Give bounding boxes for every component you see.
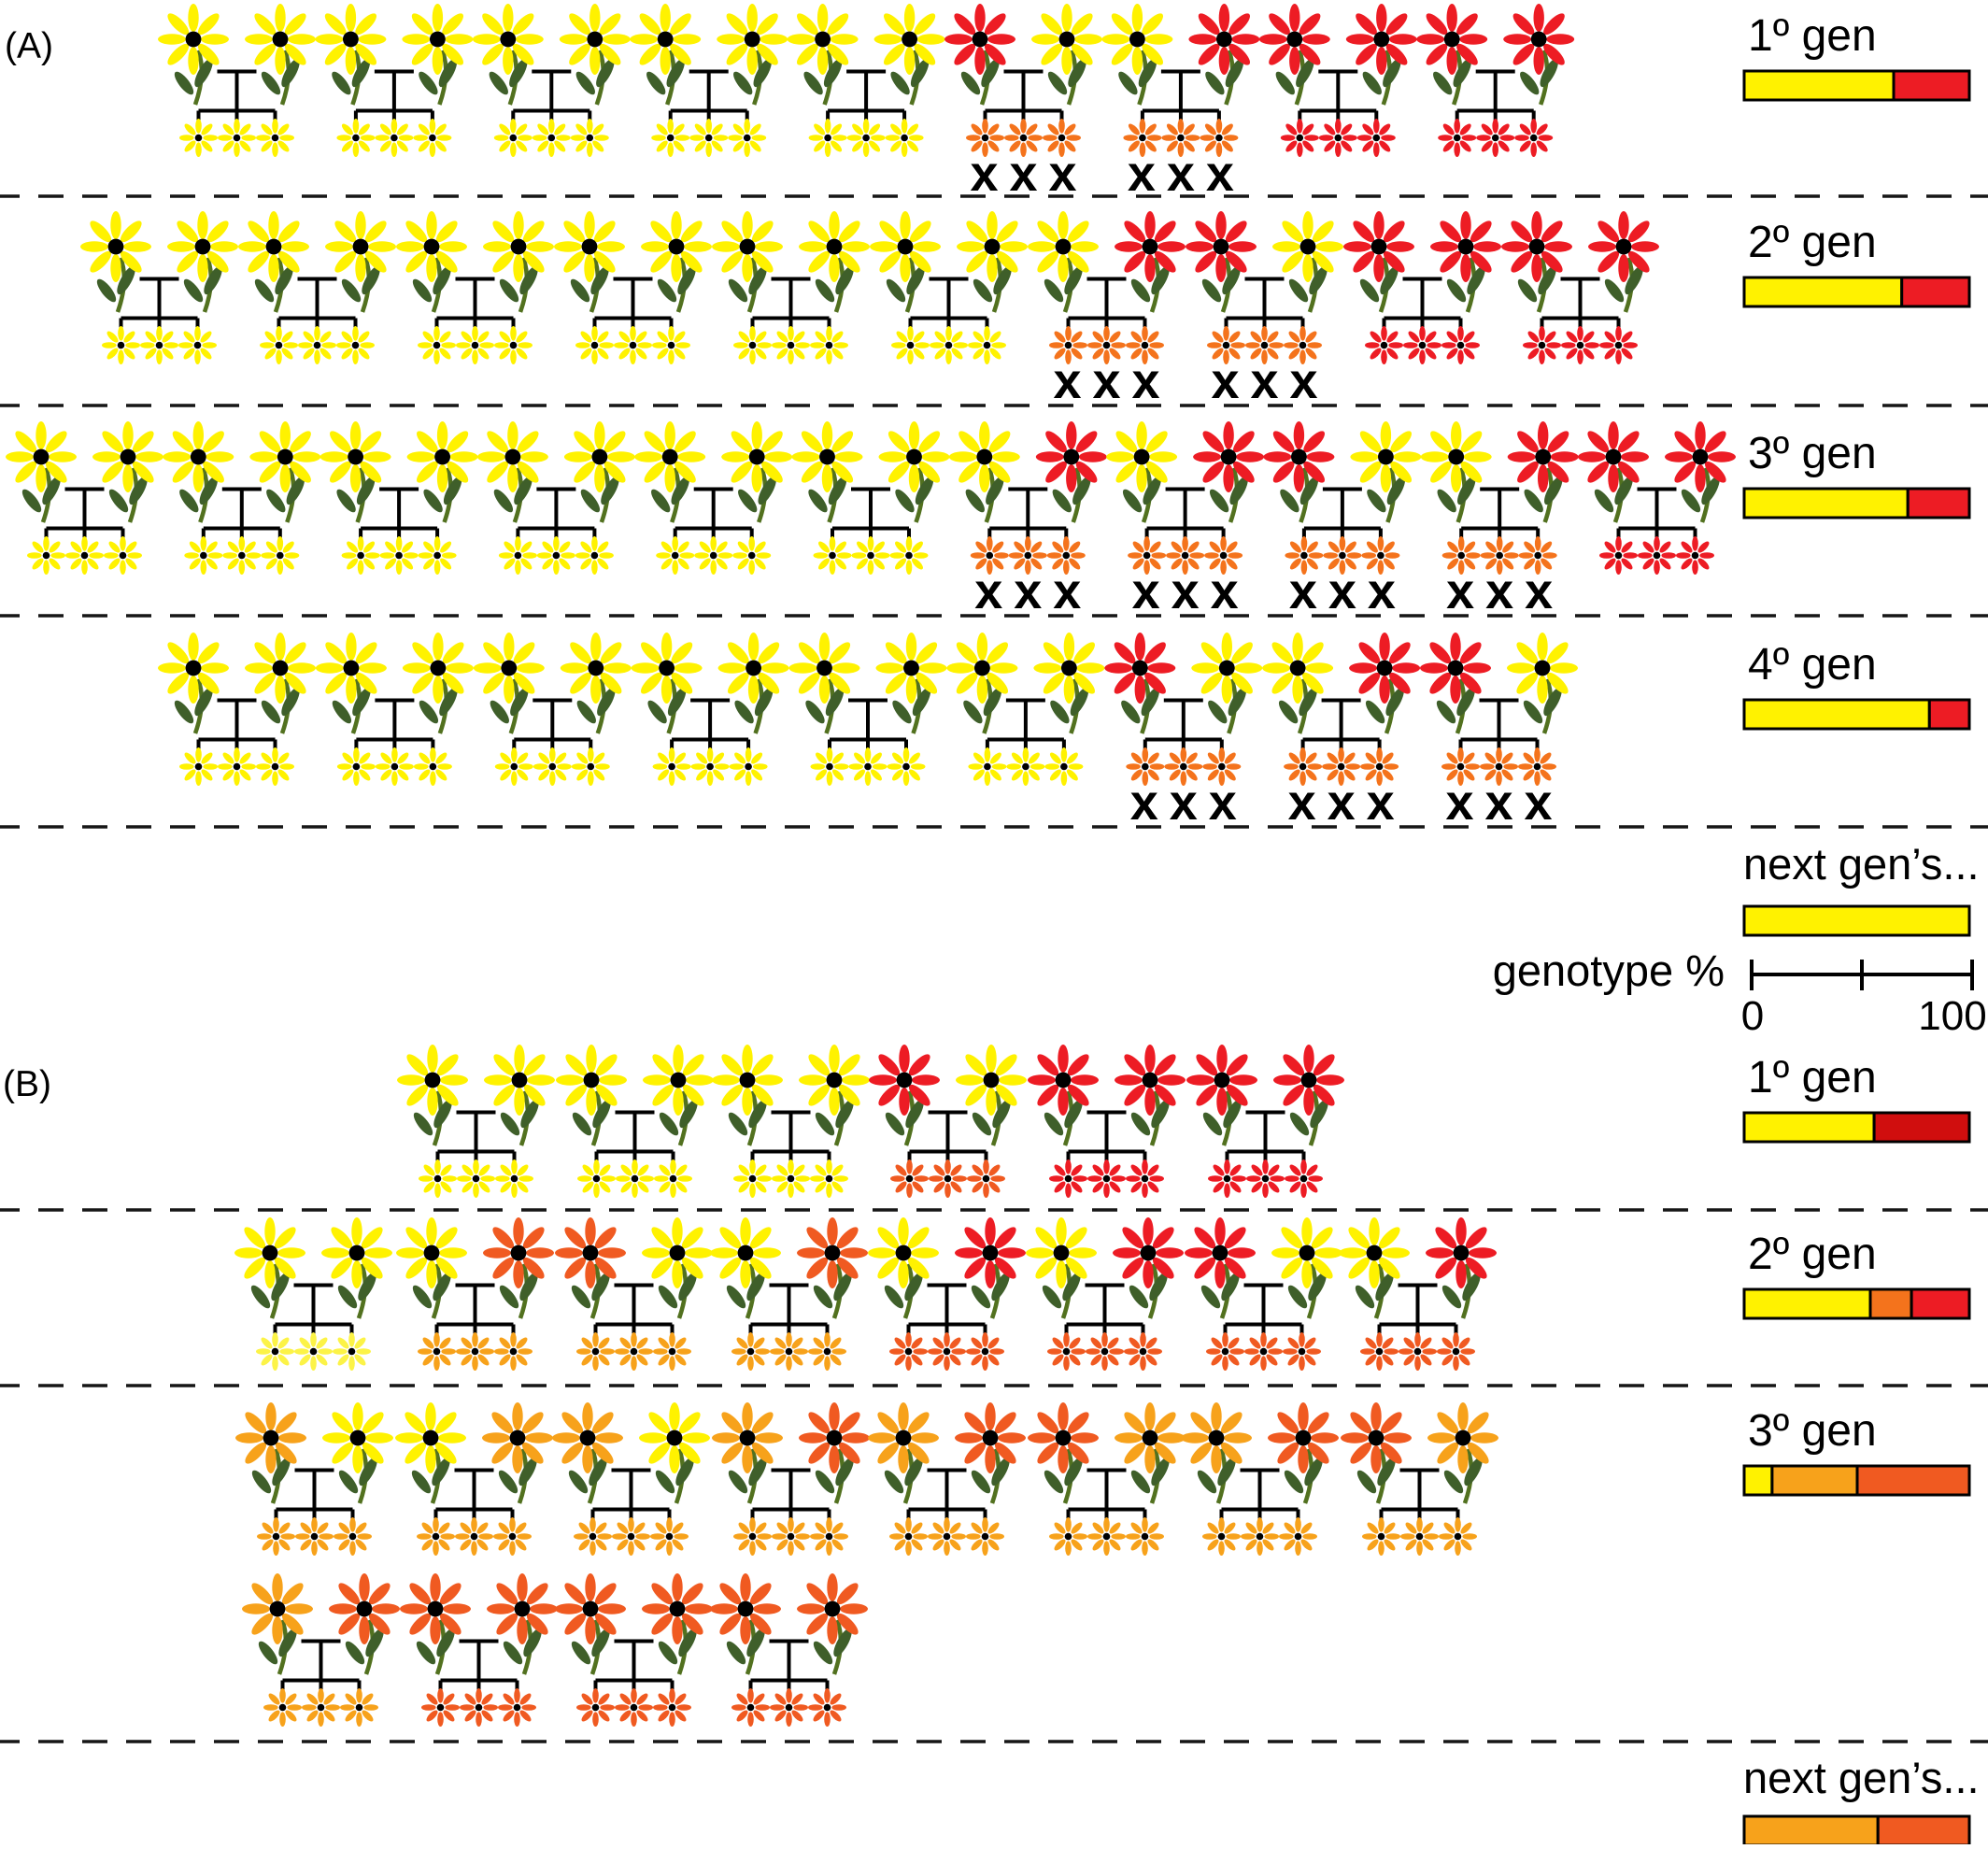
svg-text:(B): (B) (3, 1064, 51, 1104)
svg-text:xxx: xxx (970, 146, 1076, 202)
svg-text:xxx: xxx (1128, 146, 1234, 202)
svg-text:xxx: xxx (1289, 563, 1396, 619)
svg-text:xxx: xxx (1211, 353, 1317, 409)
svg-text:0: 0 (1741, 993, 1764, 1039)
svg-text:xxx: xxx (1288, 775, 1395, 831)
svg-text:2º gen: 2º gen (1748, 1230, 1877, 1279)
svg-text:xxx: xxx (1445, 775, 1552, 831)
svg-text:3º gen: 3º gen (1748, 429, 1877, 478)
svg-text:1º gen: 1º gen (1748, 11, 1877, 61)
svg-text:xxx: xxx (1132, 563, 1239, 619)
svg-text:100: 100 (1918, 993, 1986, 1039)
svg-text:xxx: xxx (1053, 353, 1159, 409)
svg-text:4º gen: 4º gen (1748, 640, 1877, 690)
svg-text:next gen’s...: next gen’s... (1743, 839, 1980, 889)
svg-text:3º gen: 3º gen (1748, 1406, 1877, 1456)
svg-text:xxx: xxx (974, 563, 1081, 619)
svg-text:next gen’s...: next gen’s... (1743, 1753, 1980, 1802)
svg-text:1º gen: 1º gen (1748, 1053, 1877, 1102)
svg-text:xxx: xxx (1130, 775, 1237, 831)
svg-text:xxx: xxx (1446, 563, 1553, 619)
svg-text:2º gen: 2º gen (1748, 218, 1877, 267)
svg-text:genotype %: genotype % (1493, 946, 1725, 995)
svg-text:(A): (A) (5, 26, 53, 66)
